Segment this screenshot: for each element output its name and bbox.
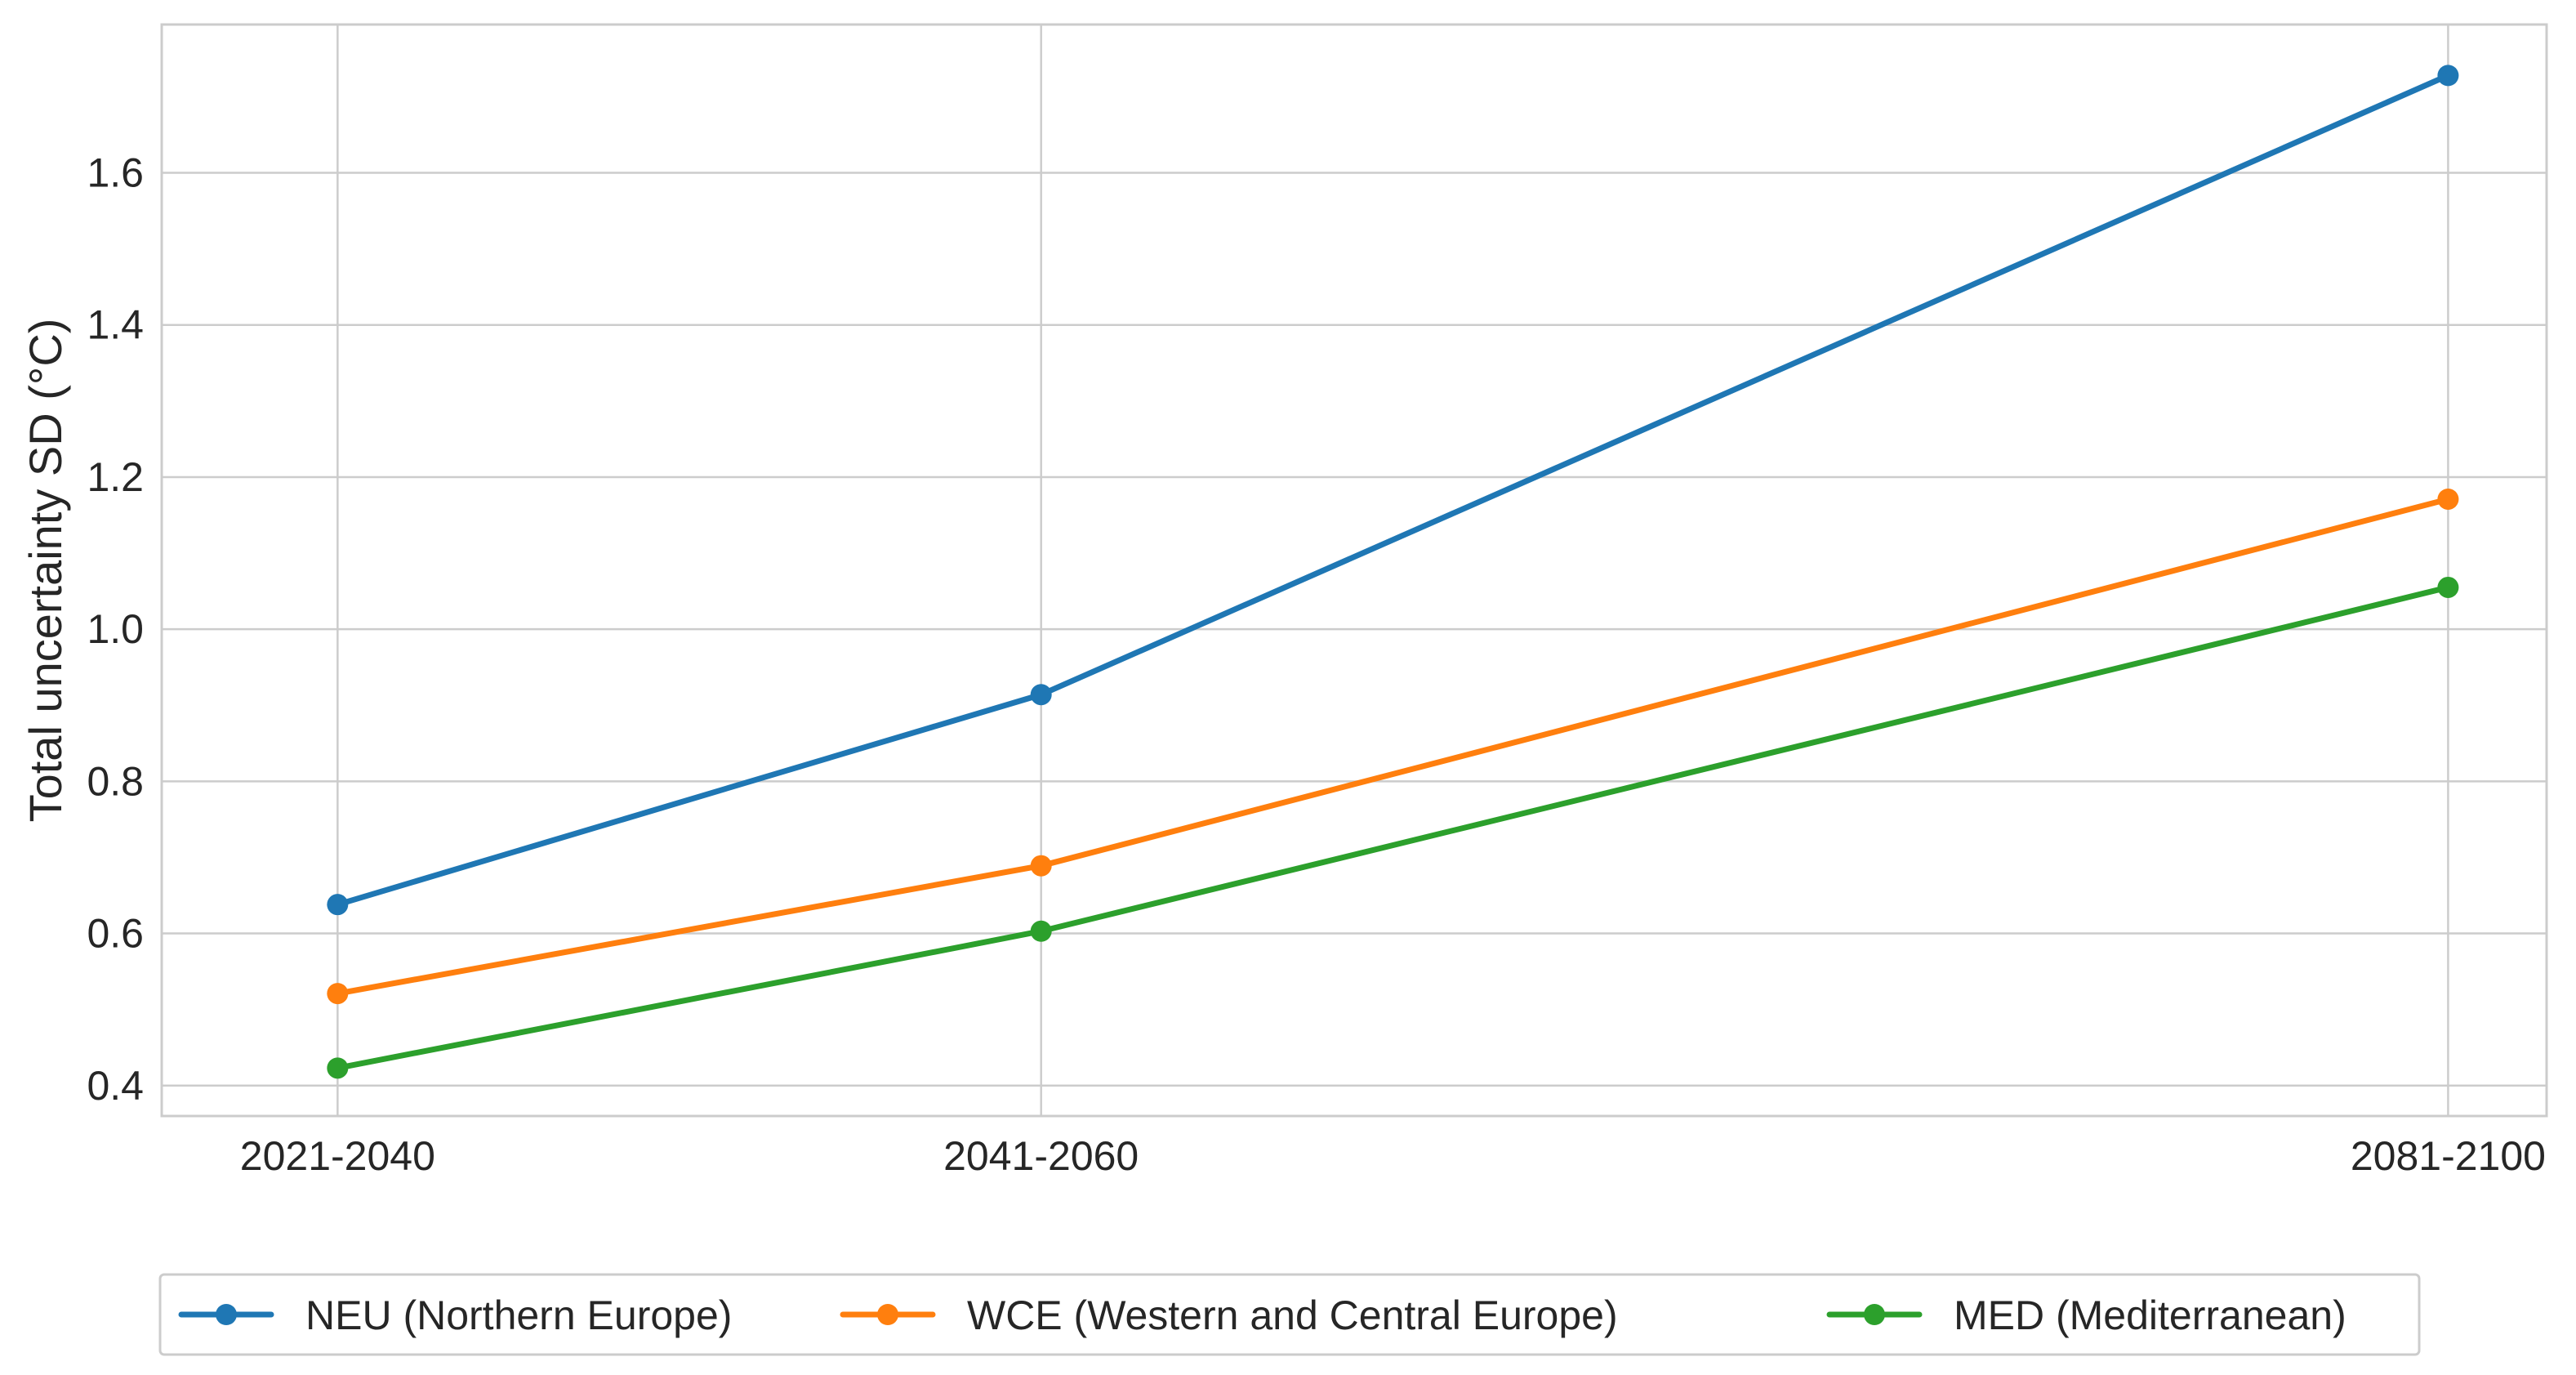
x-tick-label: 2041-2060: [943, 1133, 1139, 1179]
y-tick-label: 1.0: [87, 606, 144, 652]
y-tick-label: 0.4: [87, 1063, 144, 1109]
series-2-point: [1030, 855, 1052, 877]
legend-marker-3: [1864, 1304, 1885, 1325]
y-tick-label: 1.2: [87, 454, 144, 500]
y-tick-label: 1.4: [87, 302, 144, 348]
plot-frame: [160, 23, 2548, 1118]
series-3-point: [327, 1057, 349, 1079]
legend-frame: [158, 1273, 2421, 1356]
series-3-point: [1030, 920, 1052, 942]
legend-label-1: NEU (Northern Europe): [305, 1292, 732, 1338]
y-tick-label: 1.6: [87, 150, 144, 196]
series-1-point: [1030, 684, 1052, 706]
legend-label-2: WCE (Western and Central Europe): [967, 1292, 1618, 1338]
series-3-point: [2437, 576, 2459, 598]
y-tick-labels: 0.4 0.6 0.8 1.0 1.2 1.4 1.6: [87, 150, 144, 1109]
legend: NEU (Northern Europe) WCE (Western and Ce…: [158, 1273, 2421, 1356]
y-tick-label: 0.6: [87, 911, 144, 957]
series-1-point: [2437, 65, 2459, 87]
series-2-point: [2437, 488, 2459, 510]
series-1-point: [327, 894, 349, 916]
series-lines: [327, 65, 2459, 1079]
y-tick-label: 0.8: [87, 758, 144, 804]
series-2-point: [327, 983, 349, 1005]
x-tick-labels: 2021-2040 2041-2060 2081-2100: [240, 1133, 2546, 1179]
x-tick-label: 2021-2040: [240, 1133, 435, 1179]
legend-marker-1: [216, 1304, 237, 1325]
x-tick-label: 2081-2100: [2351, 1133, 2546, 1179]
legend-marker-2: [877, 1304, 898, 1325]
y-axis-label: Total uncertainty SD (°C): [20, 319, 71, 823]
legend-label-3: MED (Mediterranean): [1954, 1292, 2346, 1338]
